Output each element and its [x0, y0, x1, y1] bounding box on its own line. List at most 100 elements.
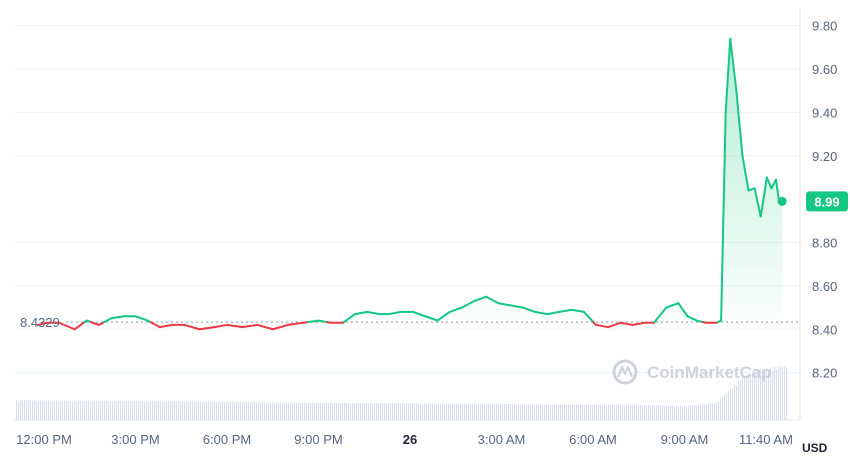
- volume-bar: [280, 402, 282, 420]
- volume-bar: [512, 404, 514, 420]
- coinmarketcap-logo-icon: [612, 359, 638, 385]
- volume-bar: [504, 404, 506, 420]
- volume-bar: [618, 404, 620, 420]
- price-segment-up: [558, 308, 573, 313]
- volume-bar: [478, 403, 480, 420]
- volume-bar: [698, 404, 700, 420]
- volume-bar: [290, 402, 292, 420]
- volume-bar: [670, 405, 672, 420]
- volume-bar: [468, 403, 470, 420]
- volume-bar: [690, 405, 692, 420]
- volume-bar: [242, 402, 244, 420]
- x-tick-label: 6:00 AM: [569, 432, 617, 447]
- price-segment-up: [110, 315, 125, 320]
- volume-bar: [22, 400, 24, 420]
- volume-bar: [470, 403, 472, 420]
- volume-bar: [646, 405, 648, 420]
- volume-bar: [104, 401, 106, 420]
- volume-bar: [480, 404, 482, 420]
- volume-bar: [648, 405, 650, 420]
- volume-bar: [234, 402, 236, 420]
- volume-bar: [218, 401, 220, 420]
- volume-bar: [452, 403, 454, 420]
- price-segment-up: [342, 313, 357, 324]
- volume-bar: [546, 404, 548, 420]
- volume-bar: [54, 401, 56, 420]
- volume-bar: [144, 401, 146, 420]
- volume-bar: [344, 402, 346, 420]
- price-segment-up: [412, 310, 427, 318]
- volume-bar: [556, 404, 558, 420]
- volume-bar: [256, 402, 258, 420]
- volume-bar: [100, 400, 102, 420]
- volume-bar: [564, 404, 566, 420]
- volume-bar: [134, 401, 136, 420]
- volume-bar: [370, 402, 372, 420]
- volume-bar: [662, 405, 664, 420]
- volume-bar: [424, 403, 426, 420]
- volume-bar: [124, 400, 126, 420]
- volume-bar: [548, 404, 550, 420]
- volume-bar: [760, 369, 762, 420]
- volume-bar: [444, 404, 446, 420]
- volume-bar: [434, 403, 436, 420]
- volume-bar: [718, 401, 720, 420]
- volume-bar: [706, 404, 708, 420]
- volume-bar: [308, 402, 310, 420]
- volume-bar: [252, 402, 254, 420]
- volume-bar: [122, 401, 124, 420]
- volume-bar: [94, 401, 96, 420]
- volume-bar: [636, 405, 638, 420]
- price-segment-up: [570, 308, 585, 313]
- volume-bar: [56, 400, 58, 420]
- volume-bar: [492, 403, 494, 420]
- volume-bar: [166, 402, 168, 420]
- volume-bar: [408, 403, 410, 420]
- price-segment-up: [485, 295, 500, 305]
- volume-bar: [740, 380, 742, 420]
- volume-bar: [198, 402, 200, 420]
- volume-bar: [482, 403, 484, 420]
- volume-bar: [388, 402, 390, 420]
- volume-bar: [406, 403, 408, 420]
- volume-bar: [680, 405, 682, 420]
- volume-bar: [288, 402, 290, 420]
- volume-bar: [786, 367, 788, 420]
- price-segment-up: [317, 319, 329, 324]
- volume-bar: [200, 401, 202, 420]
- volume-bar: [530, 404, 532, 420]
- volume-bar: [486, 403, 488, 420]
- volume-bar: [102, 400, 104, 420]
- volume-bar: [98, 401, 100, 420]
- volume-bar: [562, 404, 564, 420]
- volume-bar: [676, 405, 678, 420]
- volume-bar: [458, 404, 460, 420]
- y-axis: 9.80 9.60 9.40 9.20 8.80 8.60 8.40 8.20: [812, 19, 837, 381]
- volume-bar: [348, 402, 350, 420]
- volume-bar: [528, 404, 530, 420]
- volume-bar: [226, 401, 228, 420]
- volume-bar: [336, 403, 338, 420]
- volume-bar: [212, 401, 214, 420]
- volume-bar: [162, 401, 164, 420]
- volume-bar: [664, 406, 666, 420]
- volume-bar: [756, 370, 758, 420]
- price-segment-up: [366, 310, 381, 316]
- volume-bar: [306, 402, 308, 420]
- price-segment-up: [735, 89, 744, 157]
- volume-bar: [58, 401, 60, 420]
- volume-bar: [722, 397, 724, 420]
- volume-bar: [724, 394, 726, 420]
- volume-bar: [246, 402, 248, 420]
- y-tick-label: 8.20: [812, 366, 837, 381]
- last-price-dot: [777, 196, 787, 206]
- x-tick-label: 6:00 PM: [203, 432, 251, 447]
- volume-bar: [600, 404, 602, 420]
- volume-bar: [732, 388, 734, 420]
- price-segment-up: [473, 295, 488, 303]
- last-price-badge-bg: [806, 191, 848, 212]
- volume-bar: [176, 401, 178, 420]
- volume-bar: [710, 403, 712, 420]
- price-segment-up: [724, 37, 732, 114]
